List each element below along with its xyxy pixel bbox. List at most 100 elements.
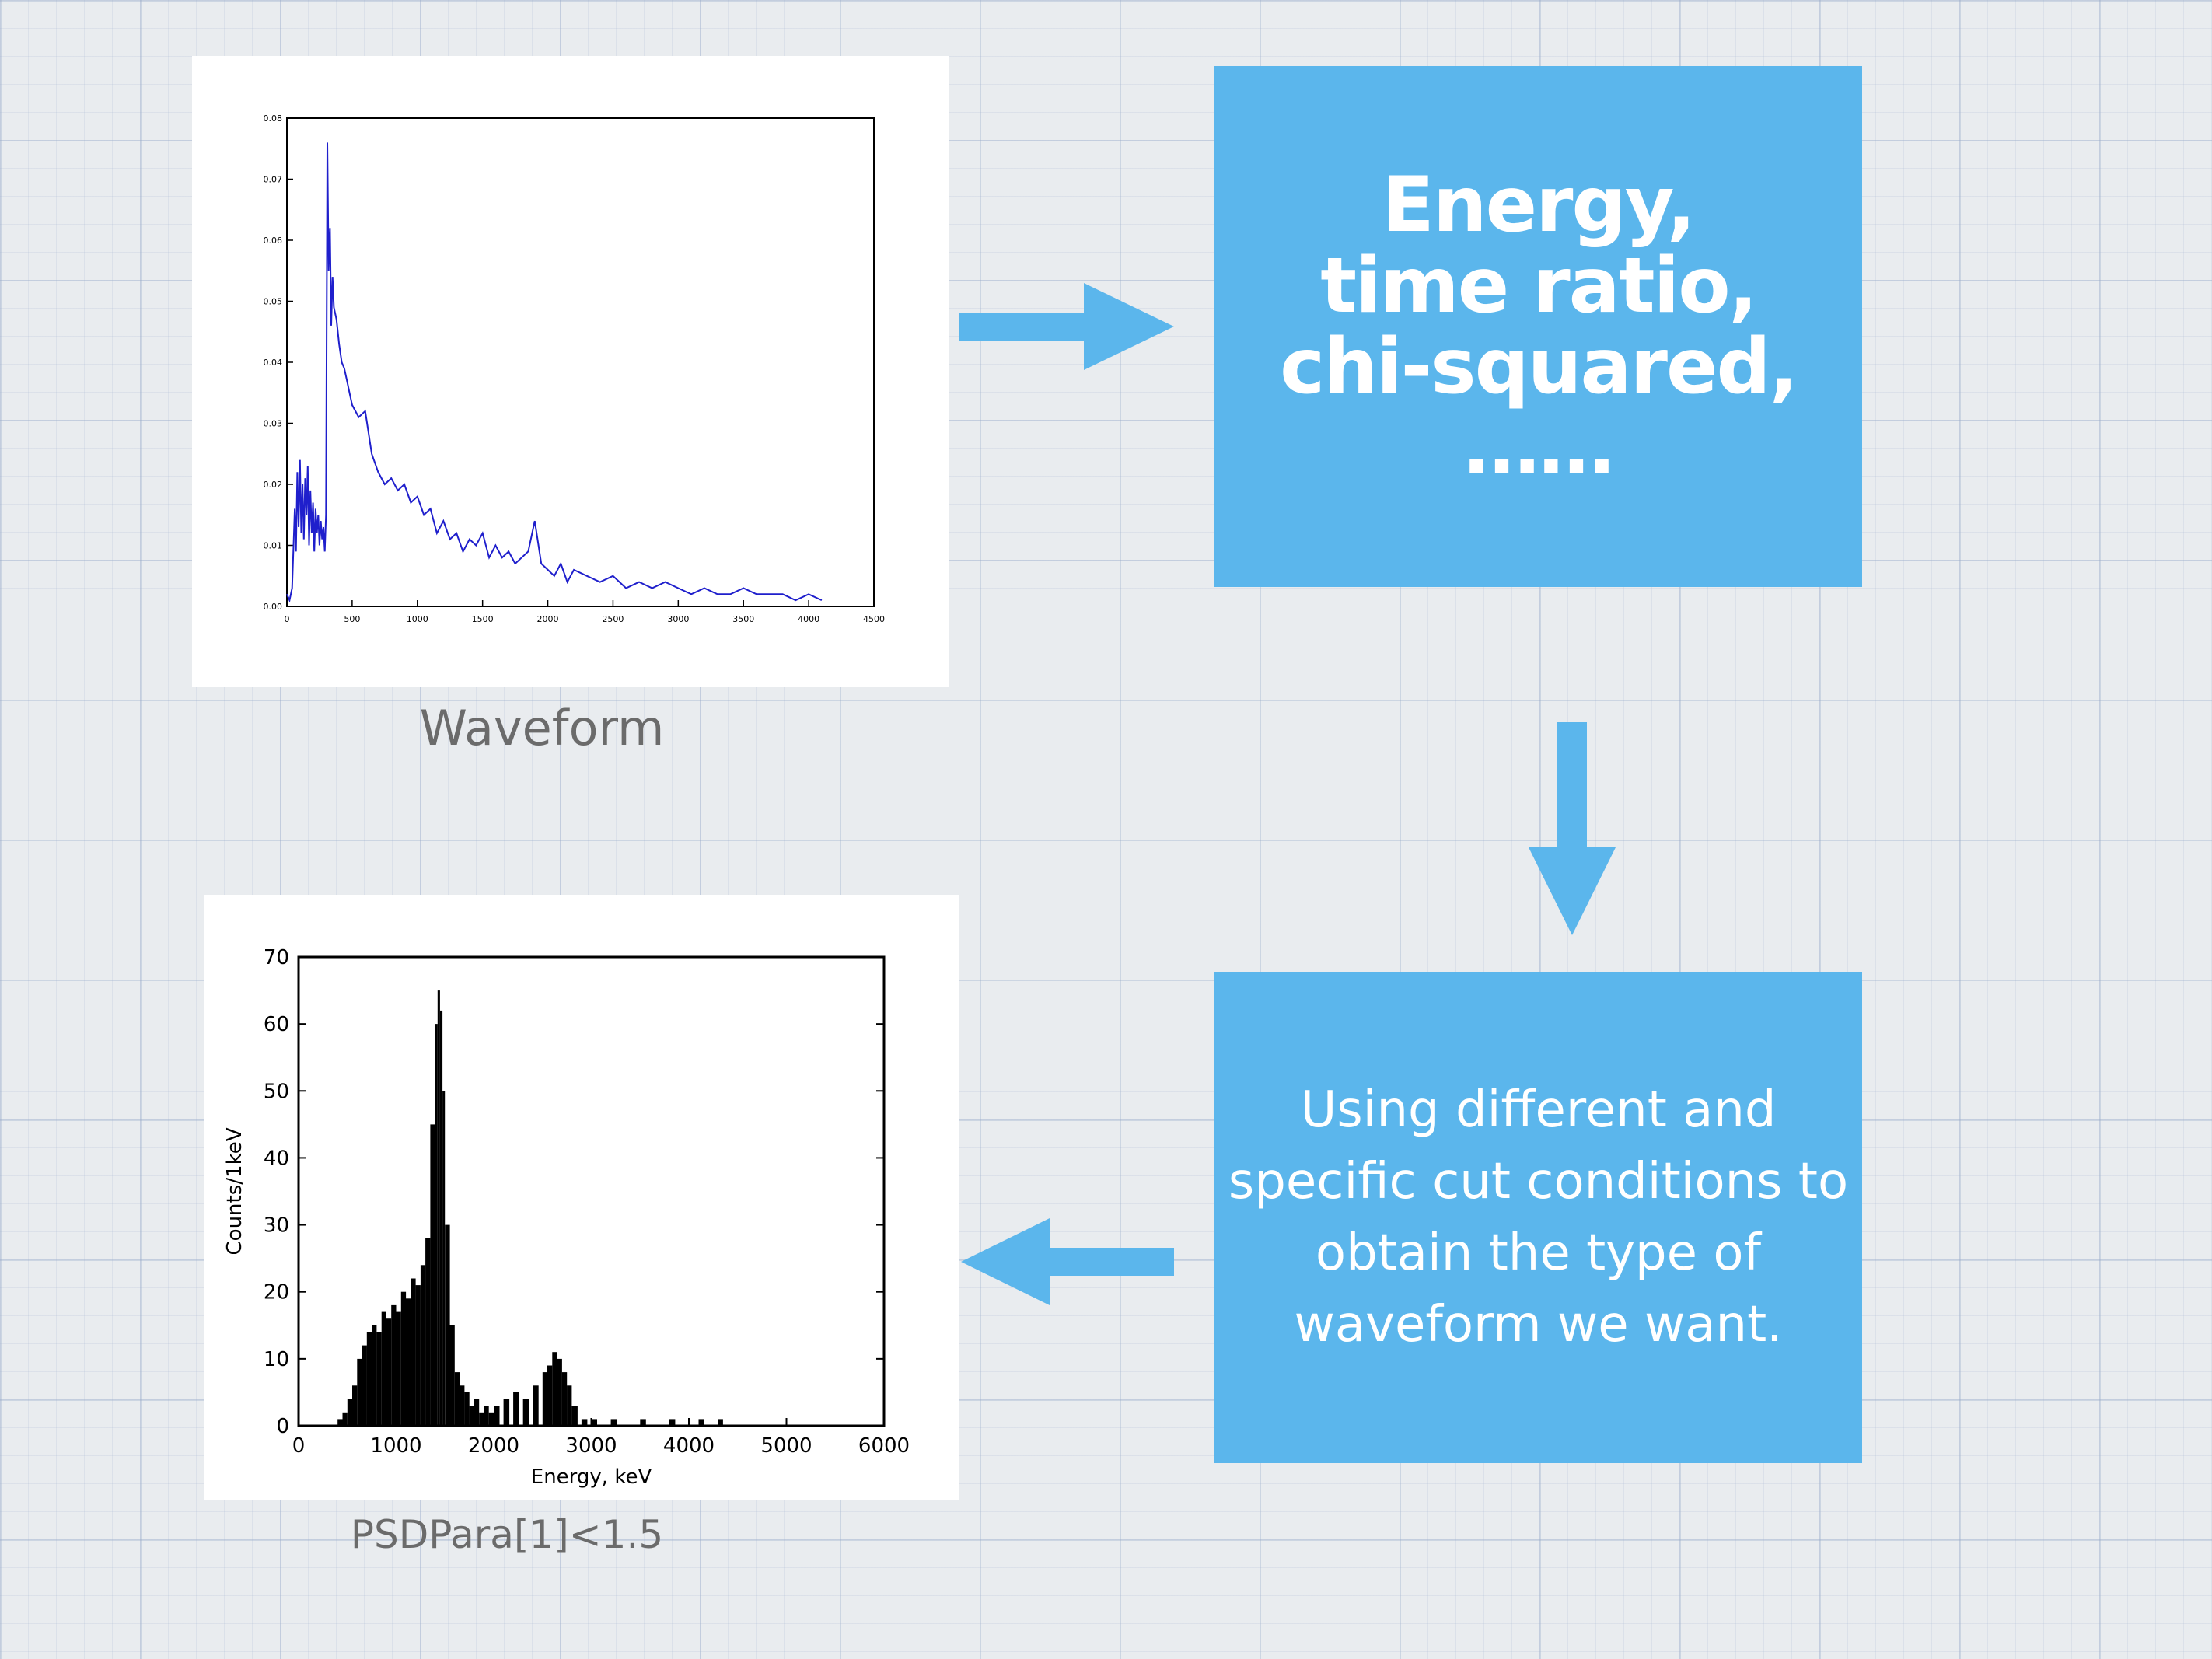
x-tick-label: 4000 [663,1434,715,1458]
histogram-bar [552,1352,557,1426]
histogram-bar [437,990,440,1426]
histogram-bar [533,1385,539,1426]
histogram-bar [425,1238,431,1426]
histogram-bar [591,1419,597,1426]
x-tick-label: 3000 [565,1434,617,1458]
histogram-bar [442,1091,446,1426]
histogram-panel: 0 1000 2000 3000 4000 5000 6000 0 10 20 30 40 50 60 70… [204,895,959,1500]
waveform-line [286,142,823,603]
histogram-bar [698,1419,704,1426]
histogram-bar [391,1304,397,1426]
arrow-down-icon [1529,722,1616,935]
x-tick-label: 2500 [602,614,624,624]
histogram-bar [522,1399,529,1426]
features-line: …… [1463,403,1615,492]
x-tick-label: 4500 [863,614,885,624]
histogram-bar [561,1372,568,1426]
y-tick-label: 0.08 [264,114,283,124]
histogram-bar [488,1412,494,1426]
y-tick-label: 0.02 [264,480,283,490]
histogram-bar [381,1311,386,1426]
histogram-bar [430,1124,435,1426]
histogram-bar [494,1406,500,1426]
histogram-bar [460,1385,465,1426]
y-tick-label: 0.03 [264,419,283,429]
x-tick-label: 0 [292,1434,306,1458]
histogram-bar [357,1358,362,1426]
x-tick-label: 1500 [472,614,494,624]
histogram-bar [567,1385,572,1426]
x-tick-label: 6000 [858,1434,910,1458]
cuts-line: specific cut conditions to [1228,1153,1849,1210]
histogram-bar [337,1419,343,1426]
features-line: chi-squared, [1280,323,1798,411]
histogram-bar [342,1412,348,1426]
x-tick-label: 1000 [370,1434,421,1458]
histogram-bar [474,1399,480,1426]
x-tick-label: 1000 [407,614,428,624]
cuts-line: waveform we want. [1294,1296,1783,1353]
features-line: time ratio, [1320,242,1758,330]
histogram-bar [557,1358,562,1426]
histogram-bar [411,1278,416,1426]
histogram-bar [400,1291,407,1426]
arrow-right-icon [959,283,1174,370]
x-tick-label: 2000 [537,614,559,624]
waveform-caption: Waveform [419,700,665,756]
histogram-bar [479,1412,484,1426]
histogram-bar [445,1224,450,1426]
y-axis-label: Counts/1keV [223,1127,246,1255]
arrow-left-icon [961,1218,1174,1305]
y-tick-label: 0.05 [264,297,283,307]
histogram-bar [440,1010,443,1426]
histogram-bar [484,1406,489,1426]
y-tick-label: 40 [264,1147,289,1170]
histogram-bar [376,1332,382,1426]
histogram-caption: PSDPara[1]<1.5 [350,1512,664,1557]
histogram-bar [503,1399,510,1426]
cut-conditions-box: Using different and specific cut conditi… [1214,972,1862,1463]
histogram-bar [396,1311,401,1426]
histogram-bar [366,1332,372,1426]
x-tick-label: 2000 [468,1434,519,1458]
histogram-bar [581,1419,588,1426]
y-tick-label: 0.00 [264,602,283,612]
x-tick-label: 4000 [798,614,819,624]
histogram-chart: 0 1000 2000 3000 4000 5000 6000 0 10 20 30 40 50 60 70… [223,946,910,1489]
cuts-line: obtain the type of [1315,1224,1762,1282]
features-line: Energy, [1382,161,1696,250]
y-tick-label: 70 [264,946,289,969]
y-tick-label: 20 [264,1281,289,1304]
histogram-bar [542,1372,548,1426]
x-tick-label: 3000 [667,614,689,624]
histogram-bar [669,1419,676,1426]
x-tick-label: 0 [285,614,290,624]
x-axis-label: Energy, keV [531,1465,652,1489]
histogram-bar [386,1318,392,1426]
histogram-bar [454,1372,460,1426]
histogram-bar [469,1406,474,1426]
waveform-panel: 0 500 1000 1500 2000 2500 3000 3500 4000 4500 0.00… [192,56,949,687]
histogram-bar [406,1298,411,1426]
histogram-bar [347,1399,353,1426]
y-tick-label: 0.01 [264,541,283,551]
y-tick-label: 0.06 [264,236,283,246]
histogram-bar [449,1325,455,1426]
histogram-bar [362,1345,367,1426]
y-tick-label: 30 [264,1214,289,1238]
waveform-chart: 0 500 1000 1500 2000 2500 3000 3500 4000 4500 0.00… [264,114,886,624]
histogram-bar [352,1385,358,1426]
histogram-bar [571,1406,578,1426]
y-tick-label: 0.07 [264,175,283,185]
histogram-bar [547,1365,553,1426]
histogram-bar [415,1285,421,1426]
x-tick-label: 500 [344,614,360,624]
features-box: Energy, time ratio, chi-squared, …… [1214,66,1862,587]
histogram-bar [464,1392,470,1426]
x-tick-label: 5000 [760,1434,812,1458]
histogram-bar [718,1419,723,1426]
histogram-bar [372,1325,377,1426]
x-tick-label: 3500 [732,614,754,624]
y-tick-label: 0 [276,1415,289,1438]
y-tick-label: 50 [264,1080,289,1103]
